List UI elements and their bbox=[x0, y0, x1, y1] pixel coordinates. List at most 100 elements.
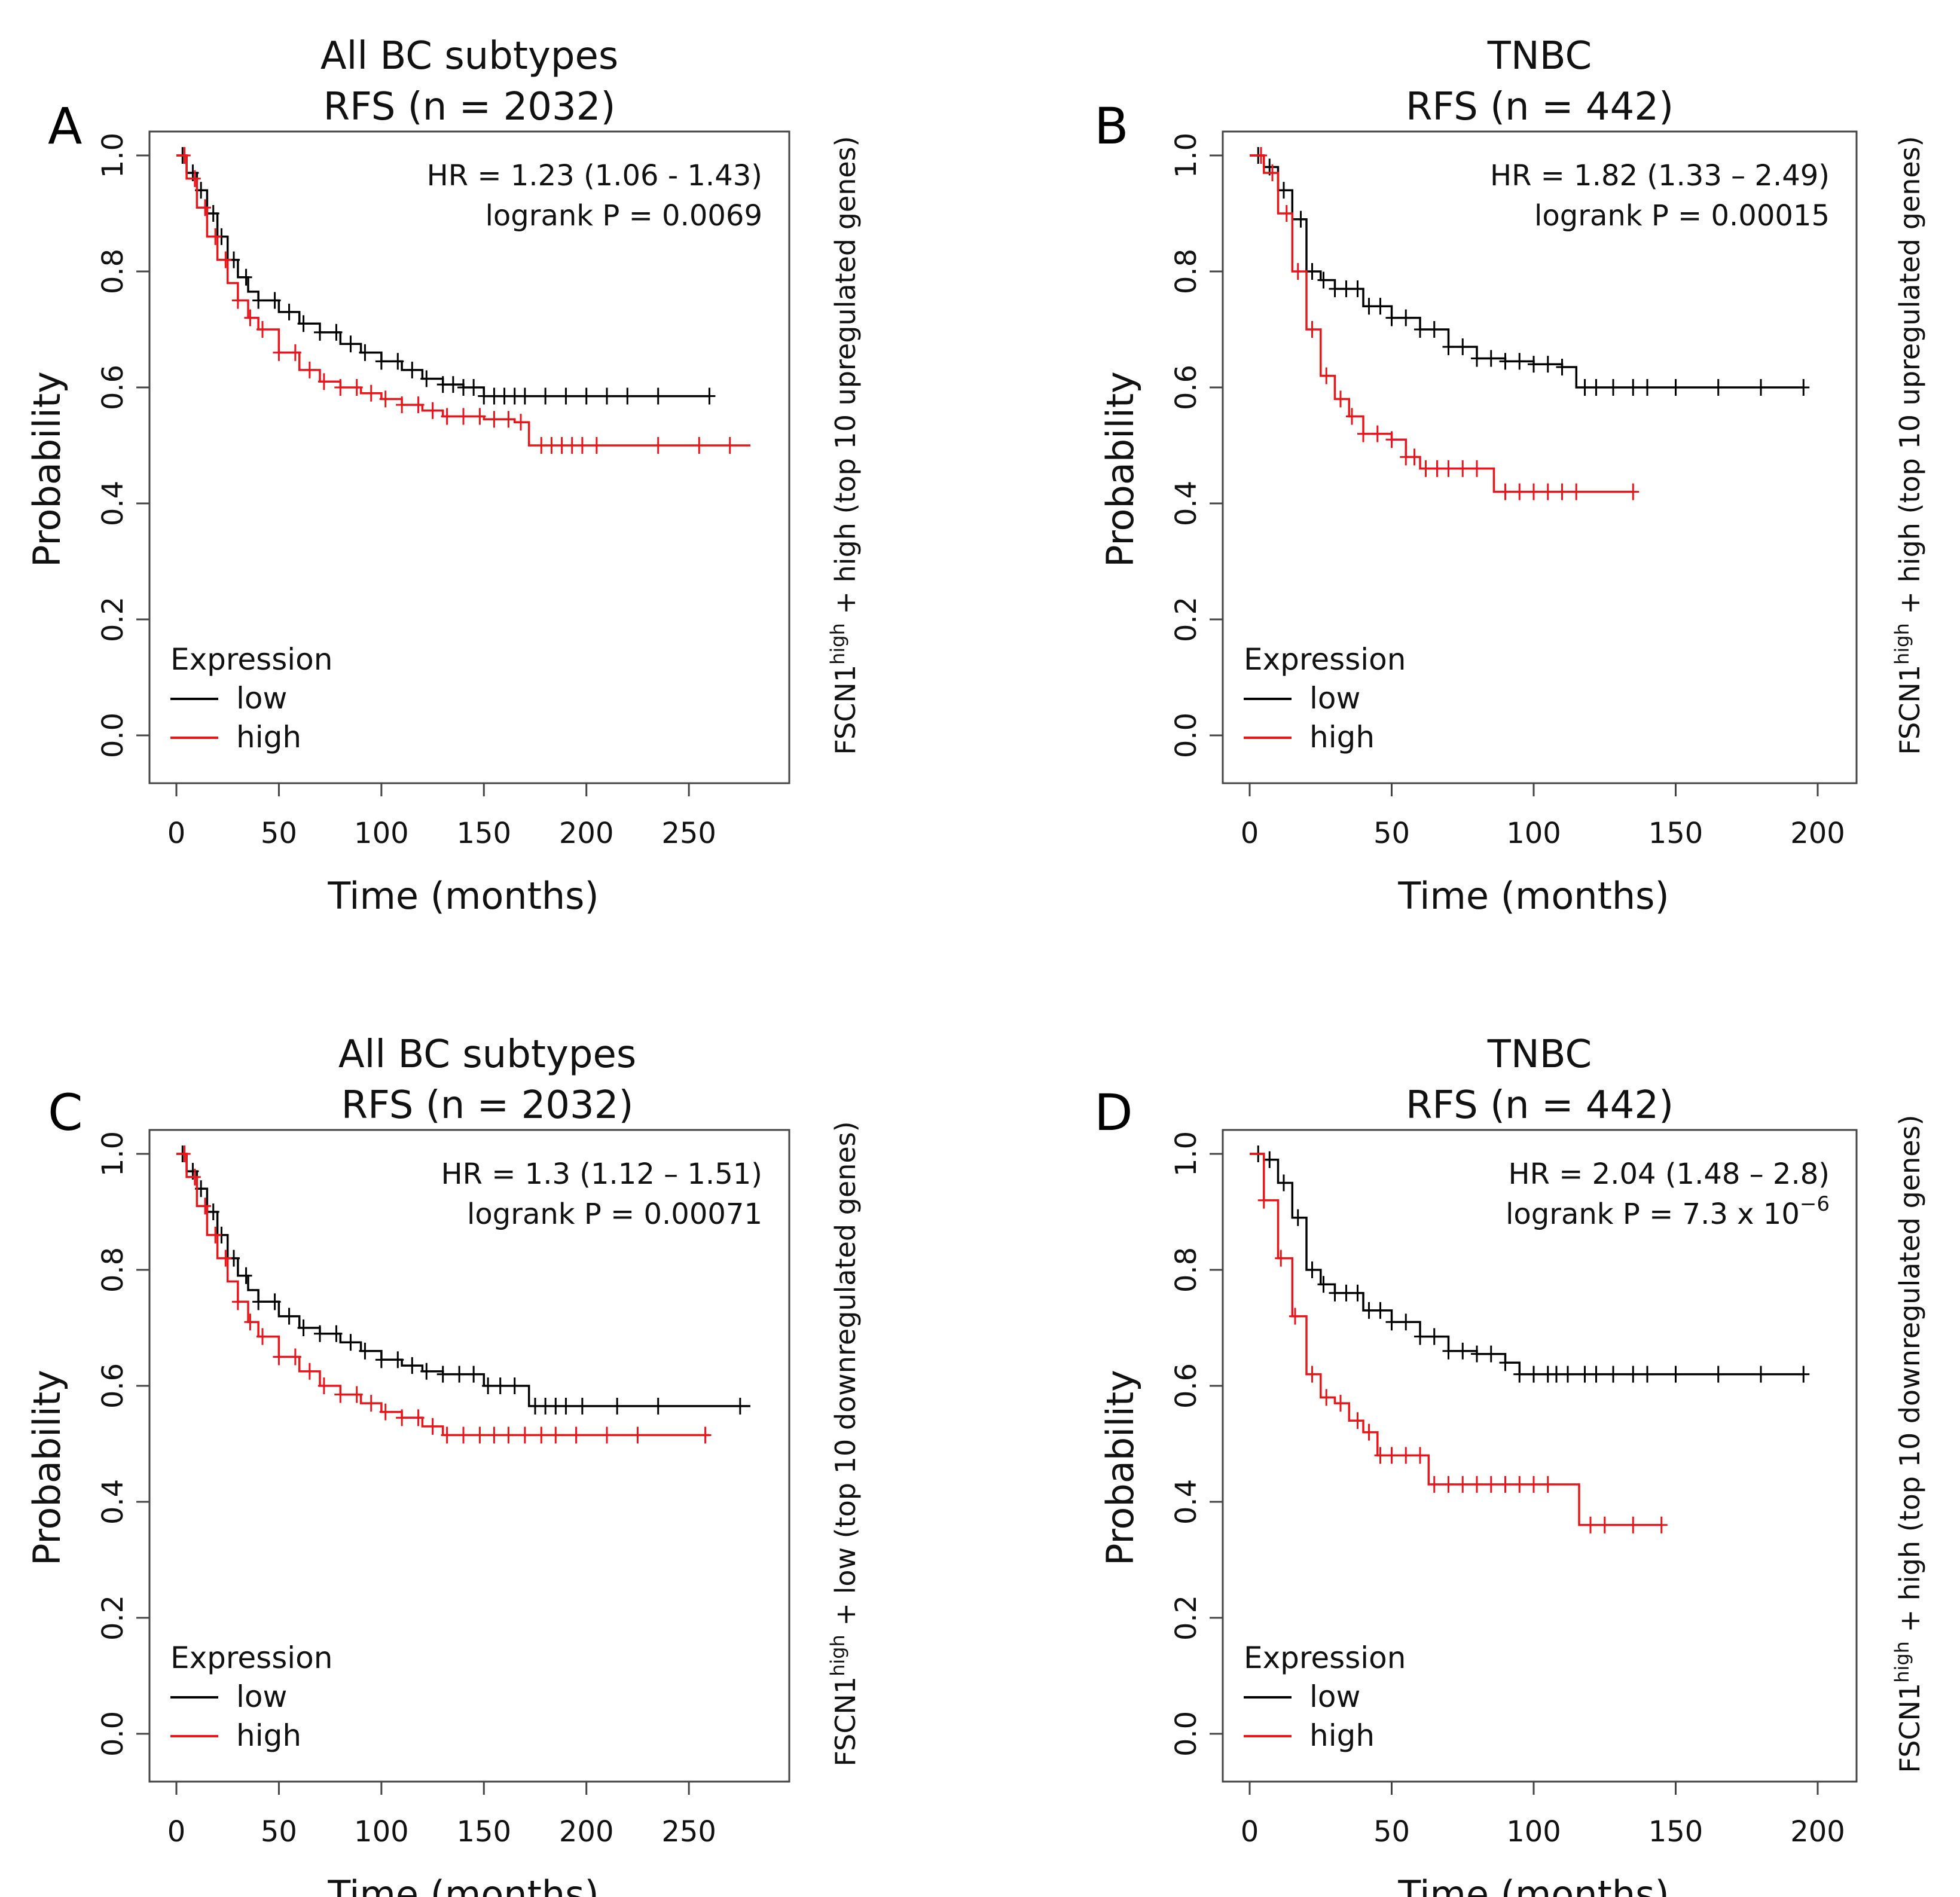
y-tick-label: 0.2 bbox=[96, 597, 130, 642]
y-tick-label: 1.0 bbox=[96, 133, 130, 178]
logrank-p: logrank P = 0.00071 bbox=[467, 1198, 762, 1231]
legend-title: Expression bbox=[170, 642, 332, 677]
side-label-gene: FSCN1 bbox=[1894, 1683, 1926, 1773]
side-label: FSCN1high + high (top 10 downregulated g… bbox=[1891, 1115, 1926, 1773]
y-axis-label: Probability bbox=[25, 371, 69, 567]
legend-label-low: low bbox=[236, 681, 287, 716]
x-tick-label: 150 bbox=[456, 817, 511, 850]
x-tick-label: 250 bbox=[661, 1815, 716, 1849]
y-tick-label: 0.4 bbox=[1170, 1479, 1203, 1525]
legend-title: Expression bbox=[170, 1641, 332, 1675]
y-tick-label: 0.0 bbox=[1170, 713, 1203, 758]
logrank-p: logrank P = 0.0069 bbox=[486, 199, 762, 233]
legend-title: Expression bbox=[1244, 1641, 1406, 1675]
chart-subtitle: RFS (n = 2032) bbox=[341, 1083, 634, 1128]
survival-curve-low bbox=[176, 1153, 750, 1407]
logrank-p-base: logrank P = 7.3 x 10 bbox=[1506, 1198, 1800, 1231]
side-label-description: + high (top 10 upregulated genes) bbox=[1894, 136, 1926, 623]
x-axis-label: Time (months) bbox=[327, 874, 599, 918]
hazard-ratio: HR = 1.82 (1.33 – 2.49) bbox=[1490, 159, 1830, 193]
y-tick-label: 0.6 bbox=[96, 1363, 130, 1409]
y-tick-label: 0.8 bbox=[96, 1247, 130, 1293]
plot-frame bbox=[148, 130, 790, 784]
side-label-superscript: high bbox=[1891, 1641, 1913, 1683]
y-axis-label: Probability bbox=[1098, 371, 1142, 567]
legend-label-low: low bbox=[1309, 681, 1360, 716]
x-tick-label: 50 bbox=[1373, 1815, 1410, 1849]
x-tick-label: 150 bbox=[1648, 1815, 1703, 1849]
x-tick-label: 0 bbox=[1241, 1815, 1259, 1849]
x-tick-label: 200 bbox=[559, 817, 614, 850]
y-tick-label: 0.6 bbox=[1170, 1363, 1203, 1409]
chart-subtitle: RFS (n = 442) bbox=[1406, 1083, 1674, 1128]
y-tick-label: 0.0 bbox=[96, 713, 130, 758]
y-tick-label: 0.0 bbox=[96, 1711, 130, 1757]
plot-frame bbox=[1222, 1129, 1858, 1783]
y-tick-label: 0.4 bbox=[96, 1479, 130, 1525]
x-tick-label: 100 bbox=[1506, 1815, 1561, 1849]
y-tick-label: 0.8 bbox=[1170, 1247, 1203, 1293]
x-tick-label: 50 bbox=[1373, 817, 1410, 850]
side-label-description: + high (top 10 upregulated genes) bbox=[829, 136, 862, 623]
x-axis-label: Time (months) bbox=[1397, 874, 1669, 918]
y-tick-label: 0.6 bbox=[96, 365, 130, 410]
hazard-ratio: HR = 1.23 (1.06 - 1.43) bbox=[427, 159, 762, 193]
survival-curve-high bbox=[176, 1153, 710, 1437]
side-label-superscript: high bbox=[1891, 623, 1913, 665]
hazard-ratio: HR = 1.3 (1.12 – 1.51) bbox=[441, 1157, 763, 1191]
y-axis-label: Probability bbox=[25, 1370, 69, 1566]
y-tick-label: 1.0 bbox=[96, 1131, 130, 1177]
side-label-gene: FSCN1 bbox=[829, 665, 862, 755]
side-label-gene: FSCN1 bbox=[1894, 665, 1926, 755]
logrank-p: logrank P = 0.00015 bbox=[1534, 199, 1830, 233]
x-tick-label: 150 bbox=[456, 1815, 511, 1849]
x-tick-label: 200 bbox=[1790, 817, 1845, 850]
chart-panel-c: C All BC subtypes RFS (n = 2032) 0 50 100 150 2… bbox=[25, 1032, 862, 1897]
x-tick-label: 0 bbox=[167, 817, 186, 850]
x-axis-label: Time (months) bbox=[1397, 1872, 1669, 1897]
x-tick-label: 100 bbox=[1506, 817, 1561, 850]
chart-subtitle: RFS (n = 442) bbox=[1406, 85, 1674, 129]
x-tick-label: 200 bbox=[559, 1815, 614, 1849]
side-label-gene: FSCN1 bbox=[829, 1676, 862, 1767]
chart-panel-d: D TNBC RFS (n = 442) 0 50 100 150 200 0.0 0.2 0.4 0… bbox=[1094, 1032, 1926, 1897]
side-label: FSCN1high + high (top 10 upregulated gen… bbox=[826, 136, 862, 754]
plot-frame bbox=[148, 1129, 790, 1783]
x-tick-label: 0 bbox=[167, 1815, 186, 1849]
x-tick-label: 50 bbox=[261, 817, 297, 850]
panel-letter: B bbox=[1094, 97, 1129, 155]
logrank-p-exponent: −6 bbox=[1800, 1192, 1830, 1216]
chart-title: All BC subtypes bbox=[320, 34, 618, 78]
chart-panel-b: B TNBC RFS (n = 442) 0 50 100 150 200 0.0 0.2 0.4 0… bbox=[1094, 34, 1926, 918]
chart-title: All BC subtypes bbox=[338, 1032, 636, 1077]
side-label-superscript: high bbox=[826, 623, 849, 665]
x-tick-label: 100 bbox=[354, 817, 409, 850]
side-label-description: + low (top 10 downregulated genes) bbox=[829, 1121, 862, 1635]
y-tick-label: 0.4 bbox=[1170, 481, 1203, 526]
y-tick-label: 0.6 bbox=[1170, 365, 1203, 410]
x-tick-label: 250 bbox=[661, 817, 716, 850]
x-tick-label: 200 bbox=[1790, 1815, 1845, 1849]
panel-letter: C bbox=[48, 1083, 83, 1142]
chart-subtitle: RFS (n = 2032) bbox=[323, 85, 616, 129]
y-tick-label: 0.0 bbox=[1170, 1711, 1203, 1757]
legend-label-high: high bbox=[1309, 720, 1375, 754]
y-tick-label: 0.8 bbox=[1170, 249, 1203, 294]
chart-panel-a: A All BC subtypes RFS (n = 2032) 0 50 100 150 2… bbox=[25, 34, 862, 918]
legend-label-high: high bbox=[236, 1718, 301, 1753]
legend-label-high: high bbox=[236, 720, 301, 754]
logrank-p: logrank P = 7.3 x 10−6 bbox=[1506, 1192, 1830, 1231]
plot-frame bbox=[1222, 130, 1858, 784]
y-tick-label: 1.0 bbox=[1170, 133, 1203, 178]
legend-label-low: low bbox=[1309, 1679, 1360, 1714]
y-tick-label: 0.2 bbox=[1170, 1595, 1203, 1641]
side-label: FSCN1high + high (top 10 upregulated gen… bbox=[1891, 136, 1926, 754]
chart-title: TNBC bbox=[1487, 34, 1592, 78]
y-axis-label: Probability bbox=[1098, 1370, 1142, 1566]
side-label-superscript: high bbox=[826, 1635, 849, 1676]
y-tick-label: 0.2 bbox=[1170, 597, 1203, 642]
side-label: FSCN1high + low (top 10 downregulated ge… bbox=[826, 1121, 862, 1766]
legend-label-low: low bbox=[236, 1679, 287, 1714]
x-tick-label: 0 bbox=[1241, 817, 1259, 850]
